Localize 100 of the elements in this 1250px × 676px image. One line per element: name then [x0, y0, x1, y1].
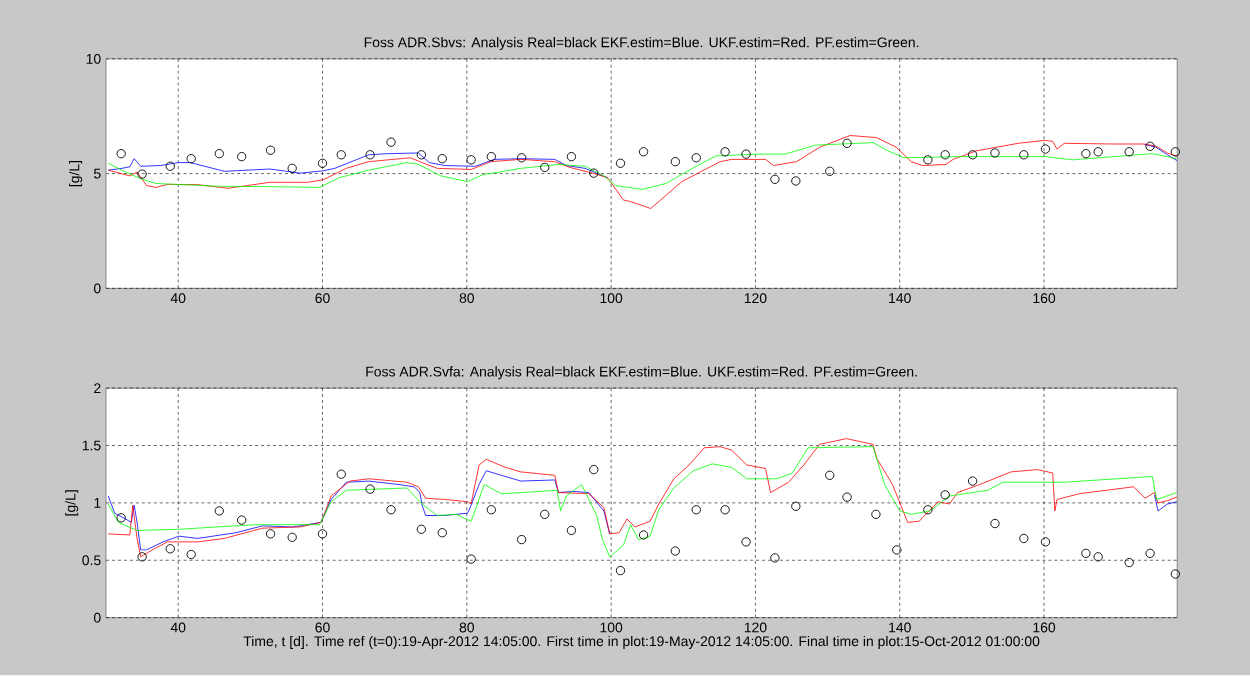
point: [1145, 548, 1155, 559]
x-tick-label: 120: [744, 622, 767, 633]
point: [923, 505, 933, 515]
point: [214, 149, 224, 159]
point: [566, 152, 577, 162]
line-series: [107, 142, 1178, 191]
point: [1040, 537, 1051, 547]
point: [486, 152, 496, 162]
point: [589, 465, 599, 475]
point: [940, 490, 950, 500]
line-series: [107, 135, 1178, 210]
point: [1170, 569, 1180, 579]
chart-title: Foss ADR.Sbvs: Analysis Real=black EKF.estim=Blue. UKF.estim=Red. PF.estim=Green.: [364, 37, 919, 51]
point: [1040, 144, 1051, 154]
point: [265, 529, 276, 539]
x-tick-label: 140: [889, 293, 911, 304]
point: [137, 169, 147, 179]
point: [566, 526, 577, 536]
point: [287, 163, 297, 174]
point: [287, 532, 297, 543]
x-tick-label: 160: [1033, 293, 1056, 304]
point: [791, 501, 801, 512]
point: [842, 138, 852, 149]
point: [825, 470, 835, 481]
point: [670, 546, 680, 556]
point: [116, 149, 126, 159]
point: [317, 158, 328, 169]
x-tick-label: 80: [459, 293, 475, 304]
point: [186, 550, 196, 560]
point: [990, 519, 1000, 529]
point: [1081, 149, 1091, 159]
y-axis-title: [g/L]: [65, 490, 79, 516]
point: [923, 155, 933, 165]
point: [638, 147, 649, 157]
x-tick-label: 140: [889, 622, 911, 633]
point: [720, 505, 730, 515]
y-tick-label: 1.5: [82, 440, 101, 451]
point: [1019, 150, 1029, 160]
point: [517, 153, 527, 163]
x-tick-label: 60: [315, 622, 330, 633]
point: [237, 152, 247, 162]
point: [214, 506, 224, 516]
point: [967, 476, 978, 486]
point: [116, 513, 126, 523]
point: [386, 137, 396, 148]
point: [416, 150, 426, 160]
point: [1093, 552, 1103, 562]
x-tick-label: 100: [600, 293, 623, 304]
point: [1170, 147, 1180, 157]
point: [1124, 558, 1134, 568]
y-tick-label: 0: [93, 612, 101, 623]
point: [1093, 147, 1103, 157]
point: [741, 149, 751, 159]
point: [1124, 147, 1134, 157]
y-tick-label: 5: [93, 168, 101, 179]
point: [365, 150, 375, 160]
y-tick-label: 1: [94, 498, 101, 508]
point: [186, 154, 196, 164]
point: [1019, 534, 1029, 544]
point: [466, 554, 476, 564]
point: [416, 524, 426, 535]
point: [720, 147, 730, 157]
point: [842, 492, 852, 503]
x-tick-label: 160: [1033, 622, 1056, 633]
point: [1145, 141, 1155, 152]
point: [691, 153, 701, 163]
y-tick-label: 0.5: [82, 555, 101, 566]
point: [770, 553, 780, 563]
point: [165, 544, 175, 554]
point: [437, 154, 447, 164]
point: [791, 176, 801, 186]
x-tick-label: 100: [600, 622, 623, 633]
x-tick-label: 40: [170, 622, 186, 633]
y-tick-label: 10: [86, 54, 101, 65]
point: [466, 155, 476, 165]
point: [365, 484, 375, 494]
point: [517, 535, 527, 545]
point: [437, 528, 447, 538]
point: [615, 158, 626, 169]
point: [940, 150, 950, 160]
y-axis-title: [g/L]: [69, 161, 83, 187]
chart-title: Foss ADR.Svfa: Analysis Real=black EKF.estim=Blue. UKF.estim=Red. PF.estim=Green.: [366, 366, 917, 380]
x-tick-label: 80: [459, 622, 475, 633]
x-axis-title: Time, t [d]. Time ref (t=0):19-Apr-2012 14:05:00. First time in plot:19-May-2012 14:05:00. Final time in plot:15-Oct-2012 01:00:00: [243, 636, 1040, 650]
point: [317, 529, 328, 539]
x-tick-label: 120: [744, 293, 767, 304]
point: [336, 469, 346, 480]
point: [165, 161, 175, 172]
point: [825, 166, 835, 177]
point: [770, 174, 780, 185]
point: [670, 157, 680, 167]
point: [638, 530, 649, 540]
y-tick-label: 2: [94, 383, 101, 394]
point: [741, 537, 751, 547]
point: [967, 150, 978, 160]
point: [486, 505, 496, 515]
point: [892, 545, 902, 555]
point: [265, 145, 276, 156]
point: [691, 505, 701, 515]
point: [871, 509, 881, 520]
